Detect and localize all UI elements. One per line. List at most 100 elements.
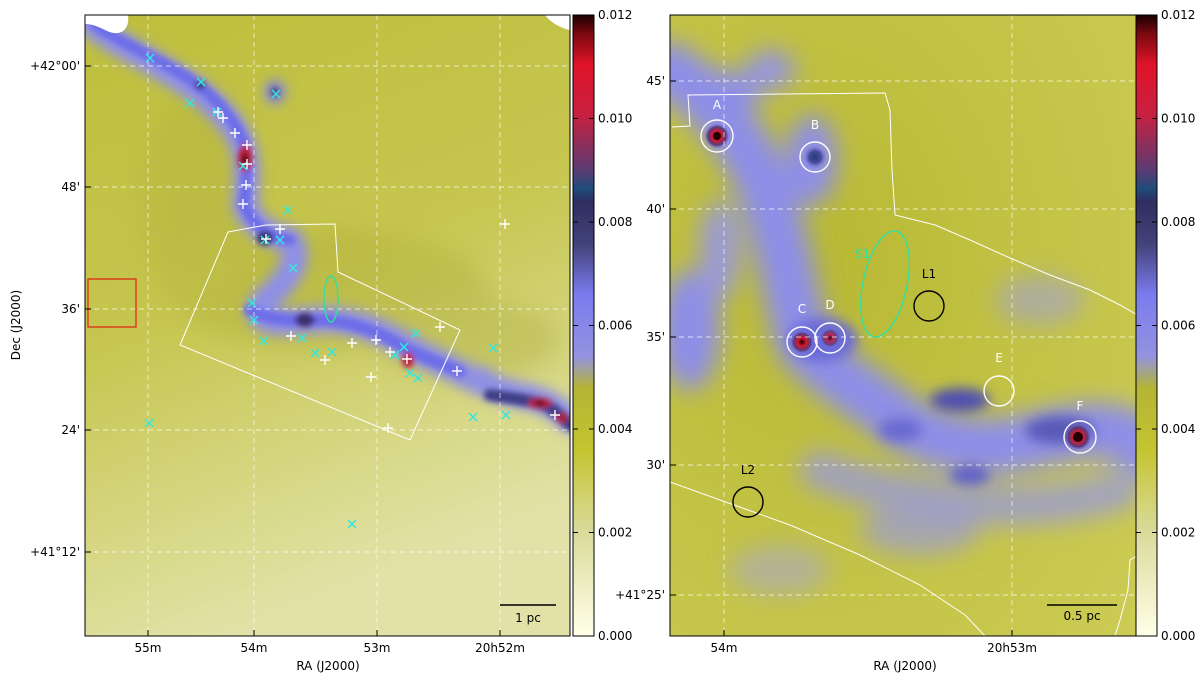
- colorbar-tick-label: 0.008: [598, 215, 632, 229]
- right-y-tick: 35': [646, 330, 665, 344]
- s1-label: S1: [855, 247, 870, 261]
- white-plus-marker: [500, 219, 510, 229]
- white-plus-marker: [366, 372, 376, 382]
- colorbar-tick-label: 0.008: [1161, 215, 1195, 229]
- right-coverage-outline-lower: [670, 481, 986, 636]
- source-circle: [814, 322, 846, 354]
- cyan-x-marker: [271, 89, 281, 99]
- cyan-x-marker: [196, 77, 206, 87]
- colorbar-tick-label: 0.010: [1161, 112, 1195, 126]
- source-label: D: [825, 298, 834, 312]
- cyan-x-marker: [347, 519, 357, 529]
- left-x-tick: 53m: [364, 641, 391, 655]
- cyan-x-marker: [310, 348, 320, 358]
- right-tick-marks: [670, 80, 1013, 636]
- white-plus-marker: [238, 199, 248, 209]
- reference-circle: [913, 290, 945, 322]
- colorbar-tick-label: 0.010: [598, 112, 632, 126]
- source-circle: [983, 375, 1015, 407]
- source-label: E: [995, 351, 1003, 365]
- white-plus-marker: [435, 322, 445, 332]
- cyan-x-marker: [411, 328, 421, 338]
- left-filament-core: [89, 19, 570, 431]
- cyan-x-marker: [275, 235, 285, 245]
- colorbar-tick-label: 0.006: [598, 319, 632, 333]
- colorbar-tick-label: 0.012: [598, 8, 632, 22]
- right-y-tick-labels: 45' 40' 35' 30' +41°25': [615, 74, 665, 602]
- white-plus-marker: [261, 234, 271, 244]
- colorbar-tick-label: 0.004: [598, 422, 632, 436]
- right-grid: [670, 15, 1146, 636]
- left-map-panel: 1 pc: [85, 15, 570, 636]
- right-x-axis-label: RA (J2000): [873, 659, 936, 673]
- left-x-tick-labels: 55m 54m 53m 20h52m: [135, 641, 525, 655]
- right-x-tick-labels: 54m 20h53m: [711, 641, 1037, 655]
- source-label: C: [798, 302, 806, 316]
- right-x-tick: 54m: [711, 641, 738, 655]
- source-circle: [799, 141, 831, 173]
- right-cores: [704, 123, 1092, 451]
- left-x-tick: 55m: [135, 641, 162, 655]
- white-plus-marker: [213, 107, 223, 117]
- source-circle: [700, 119, 734, 153]
- cyan-x-marker: [249, 315, 259, 325]
- cyan-x-marker: [259, 336, 269, 346]
- survey-coverage-outline: [179, 223, 461, 441]
- right-colorbar-ticks: 0.012 0.010 0.008 0.006 0.004 0.002 0.000: [1136, 8, 1195, 643]
- right-y-tick: 40': [646, 202, 665, 216]
- left-cyan-ellipse: [323, 275, 339, 323]
- s1-ellipse: [860, 230, 910, 338]
- cyan-x-marker: [413, 373, 423, 383]
- reference-circle: [732, 486, 764, 518]
- left-x-axis-label: RA (J2000): [296, 659, 359, 673]
- cyan-x-marker: [145, 53, 155, 63]
- white-plus-markers: [213, 107, 560, 433]
- left-y-tick: +42°00': [30, 59, 80, 73]
- cyan-x-marker: [399, 342, 409, 352]
- left-colorbar-ticks: 0.012 0.010 0.008 0.006 0.004 0.002 0.000: [573, 8, 632, 643]
- white-plus-marker: [230, 128, 240, 138]
- white-plus-marker: [385, 347, 395, 357]
- left-x-tick: 20h52m: [475, 641, 525, 655]
- left-y-axis-label: Dec (J2000): [9, 290, 23, 360]
- cyan-x-marker: [185, 98, 195, 108]
- colorbar-tick-label: 0.006: [1161, 319, 1195, 333]
- right-map-panel: S1 A B C D E F L1 L2 0.5 pc: [670, 15, 1146, 636]
- left-y-tick: 24': [61, 423, 80, 437]
- source-label: F: [1077, 399, 1084, 413]
- cyan-x-marker: [468, 412, 478, 422]
- reference-label: L2: [741, 463, 755, 477]
- cyan-x-marker: [288, 263, 298, 273]
- white-plus-marker: [286, 331, 296, 341]
- right-x-tick: 20h53m: [987, 641, 1037, 655]
- source-circles: A B C D E F L1 L2: [700, 98, 1097, 518]
- left-y-tick: 36': [61, 302, 80, 316]
- reference-label: L1: [922, 267, 936, 281]
- white-plus-marker: [242, 159, 252, 169]
- red-reference-box: [87, 278, 137, 328]
- white-plus-marker: [218, 113, 228, 123]
- colorbar-tick-label: 0.000: [1161, 629, 1195, 643]
- right-filament-core: [787, 318, 1095, 485]
- left-grid: [85, 15, 570, 636]
- cyan-x-marker: [297, 333, 307, 343]
- cyan-x-marker: [144, 418, 154, 428]
- cyan-x-marker: [327, 347, 337, 357]
- cyan-x-marker: [501, 410, 511, 420]
- white-plus-marker: [402, 354, 412, 364]
- white-plus-marker: [347, 338, 357, 348]
- cyan-x-marker: [260, 235, 270, 245]
- cyan-x-marker: [405, 368, 415, 378]
- right-scalebar-label: 0.5 pc: [1063, 609, 1100, 623]
- left-masked-region-corner: [545, 15, 570, 30]
- colorbar-tick-label: 0.000: [598, 629, 632, 643]
- white-plus-marker: [275, 224, 285, 234]
- colorbar-tick-label: 0.012: [1161, 8, 1195, 22]
- white-plus-marker: [452, 366, 462, 376]
- source-circle: [786, 326, 818, 358]
- right-y-tick: +41°25': [615, 588, 665, 602]
- colorbar-tick-label: 0.004: [1161, 422, 1195, 436]
- cyan-x-marker: [283, 205, 293, 215]
- white-plus-marker: [242, 140, 252, 150]
